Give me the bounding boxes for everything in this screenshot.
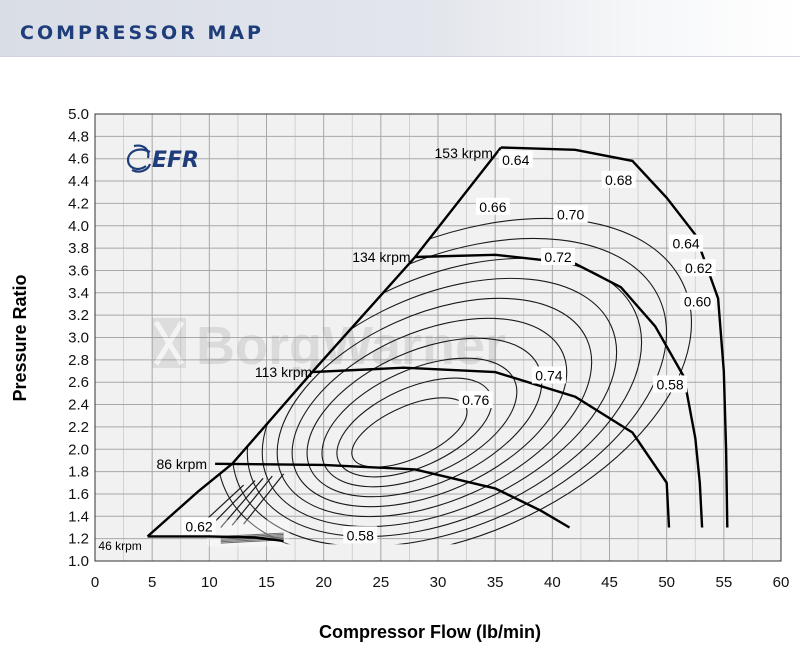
x-tick-label: 40	[544, 574, 561, 591]
speed-line	[215, 462, 571, 529]
efficiency-label-bg	[182, 517, 217, 535]
y-tick-label: 3.2	[68, 307, 89, 324]
y-tick-label: 1.2	[68, 531, 89, 548]
efficiency-label-bg	[498, 150, 533, 168]
y-tick-label: 1.6	[68, 486, 89, 503]
efficiency-label-bg	[475, 197, 510, 215]
speed-line	[312, 366, 671, 528]
speed-labels: 46 krpm 86 krpm 113 krpm 134 krpm 153 krpm	[98, 145, 492, 553]
turbo-swirl-icon	[126, 144, 152, 173]
speed-label: 46 krpm	[98, 539, 141, 553]
x-tick-label: 5	[148, 574, 156, 591]
borgwarner-logo-icon	[152, 318, 186, 368]
efficiency-label-bg	[541, 248, 576, 266]
y-tick-label: 5.0	[68, 106, 89, 123]
efficiency-label-bg	[681, 259, 716, 277]
y-tick-label: 2.6	[68, 374, 89, 391]
grid-lines	[94, 113, 782, 562]
x-tick-label: 15	[258, 574, 275, 591]
efficiency-label: 0.64	[502, 152, 529, 168]
low-flow-contour	[220, 536, 284, 541]
header-divider	[0, 56, 800, 57]
y-tick-label: 3.4	[68, 285, 89, 302]
y-axis-label: Pressure Ratio	[10, 274, 30, 401]
efficiency-label-bg	[531, 366, 566, 384]
y-tick-label: 4.6	[68, 151, 89, 168]
low-flow-detail	[197, 473, 290, 547]
y-tick-label: 3.0	[68, 330, 89, 347]
surge-line	[146, 146, 502, 538]
efficiency-label: 0.62	[185, 518, 212, 534]
x-tick-label: 55	[715, 574, 732, 591]
y-tick-label: 3.6	[68, 262, 89, 279]
page-title: COMPRESSOR MAP	[20, 22, 264, 44]
y-tick-label: 4.8	[68, 128, 89, 145]
efficiency-label: 0.62	[685, 260, 712, 276]
speed-label: 134 krpm	[352, 249, 410, 265]
efficiency-label-bg	[601, 170, 636, 188]
speed-label: 153 krpm	[435, 145, 493, 161]
x-tick-label: 0	[91, 574, 99, 591]
y-tick-label: 1.0	[68, 553, 89, 570]
x-tick-label: 20	[315, 574, 332, 591]
x-tick-label: 45	[601, 574, 618, 591]
low-flow-contour	[220, 477, 264, 528]
y-tick-label: 2.4	[68, 397, 89, 414]
y-tick-label: 4.2	[68, 195, 89, 212]
speed-line	[415, 253, 704, 528]
low-flow-contour	[243, 473, 285, 525]
efficiency-label: 0.76	[462, 392, 489, 408]
x-tick-label: 60	[773, 574, 790, 591]
efficiency-label: 0.68	[605, 172, 632, 188]
y-tick-label: 4.0	[68, 218, 89, 235]
efficiency-label-bg	[653, 375, 688, 393]
efficiency-label: 0.66	[479, 199, 506, 215]
x-tick-label: 30	[430, 574, 447, 591]
efficiency-contour	[261, 277, 618, 528]
watermark: BorgWarner	[152, 316, 506, 376]
y-tick-label: 2.2	[68, 419, 89, 436]
low-flow-shade	[207, 519, 290, 547]
efficiency-label: 0.60	[684, 294, 711, 310]
header-bar	[0, 0, 800, 56]
efficiency-label: 0.58	[347, 527, 374, 543]
efr-logo: EFR	[126, 144, 199, 173]
speed-label: 113 krpm	[255, 364, 312, 380]
efficiency-label: 0.64	[672, 236, 699, 252]
y-tick-label: 1.8	[68, 464, 89, 481]
efficiency-labels: 0.76 0.74 0.72 0.70 0.68 0.66 0.64 0.64 0.62 0.60…	[182, 150, 716, 544]
x-tick-label: 50	[658, 574, 675, 591]
low-flow-contour	[208, 480, 256, 528]
plot-border	[94, 113, 782, 562]
y-tick-label: 1.4	[68, 508, 89, 525]
efr-logo-text: EFR	[152, 148, 199, 173]
efficiency-label-bg	[343, 526, 378, 544]
efficiency-contour	[291, 317, 568, 508]
efficiency-label-bg	[669, 234, 704, 252]
efficiency-label-bg	[680, 292, 715, 310]
efficiency-label: 0.74	[535, 367, 562, 383]
efficiency-label: 0.70	[557, 207, 584, 223]
efficiency-contours	[216, 217, 692, 545]
x-tick-label: 10	[201, 574, 218, 591]
efficiency-label: 0.72	[544, 249, 571, 265]
y-tick-label: 2.0	[68, 441, 89, 458]
speed-label: 86 krpm	[156, 456, 207, 472]
speed-line	[147, 535, 284, 543]
efficiency-label: 0.58	[656, 376, 683, 392]
x-tick-label: 25	[372, 574, 389, 591]
y-tick-label: 4.4	[68, 173, 89, 190]
low-flow-contour	[231, 475, 273, 526]
x-tick-label: 35	[487, 574, 504, 591]
y-tick-labels: 1.0 1.2 1.4 1.6 1.8 2.0 2.2 2.4 2.6 2.8 3.0 3.2 3.4 3…	[68, 106, 89, 570]
x-tick-labels: 0 5 10 15 20 25 30 35 40 45 50 55 60	[91, 574, 790, 591]
y-tick-label: 3.8	[68, 240, 89, 257]
efficiency-label-bg	[553, 205, 588, 223]
x-axis-label: Compressor Flow (lb/min)	[319, 622, 541, 642]
efficiency-label-bg	[458, 391, 493, 409]
y-tick-label: 2.8	[68, 352, 89, 369]
watermark-text: BorgWarner	[196, 316, 506, 376]
